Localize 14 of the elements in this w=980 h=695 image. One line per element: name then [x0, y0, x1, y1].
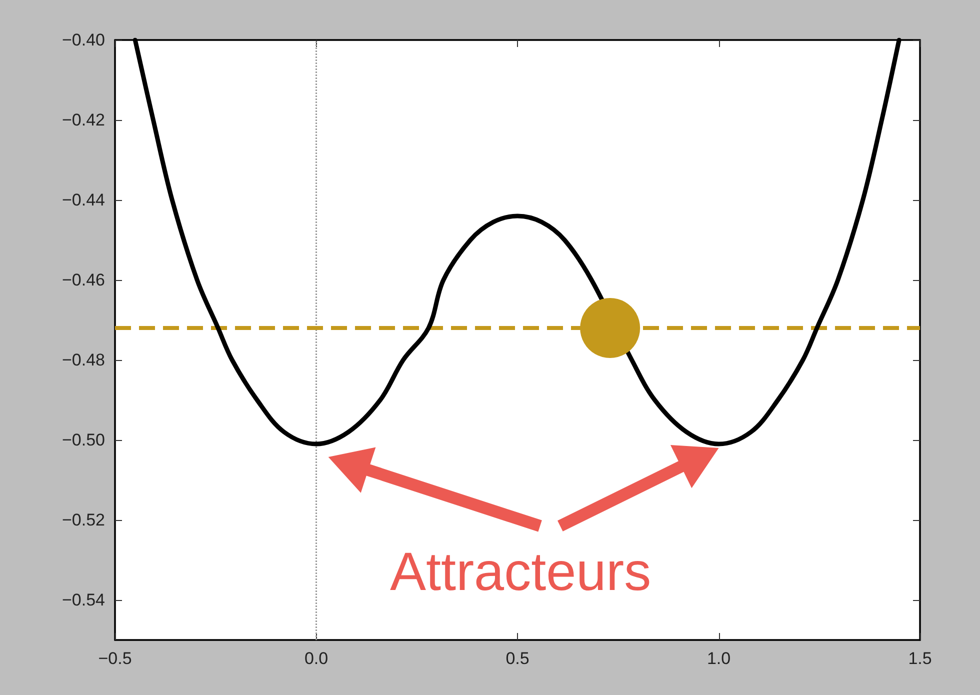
- x-tick-label: 1.0: [706, 649, 731, 668]
- y-tick-label: −0.44: [62, 190, 105, 210]
- annotation: Attracteurs: [390, 542, 652, 602]
- y-tick-label: −0.46: [62, 270, 105, 290]
- x-tick-label: 0.0: [304, 649, 328, 668]
- x-tick-label: 1.5: [908, 649, 932, 668]
- y-tick-label: −0.54: [62, 590, 105, 610]
- y-tick-label: −0.48: [62, 350, 105, 370]
- y-tick-label: −0.42: [62, 110, 105, 130]
- y-tick-label: −0.50: [62, 430, 105, 450]
- x-tick-label: 0.5: [506, 649, 530, 668]
- y-tick-label: −0.40: [62, 30, 105, 50]
- y-tick-label: −0.52: [62, 510, 105, 530]
- x-tick-label: −0.5: [98, 649, 132, 668]
